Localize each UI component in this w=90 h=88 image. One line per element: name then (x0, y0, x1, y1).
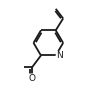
Text: O: O (29, 74, 36, 83)
Text: N: N (56, 51, 63, 60)
